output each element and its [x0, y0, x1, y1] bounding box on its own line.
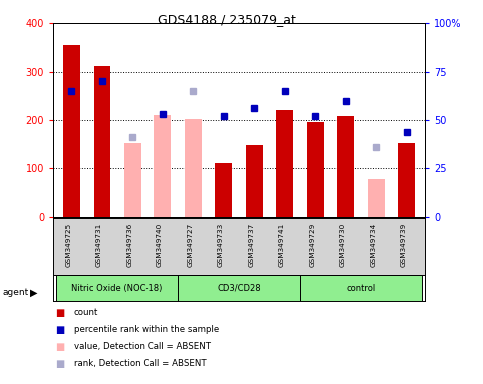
Bar [276, 110, 293, 217]
Bar [56, 275, 178, 301]
Text: CD3/CD28: CD3/CD28 [217, 284, 261, 293]
Text: GSM349737: GSM349737 [248, 222, 255, 266]
Bar [368, 179, 384, 217]
Bar [215, 163, 232, 217]
Text: GSM349740: GSM349740 [157, 222, 163, 266]
Text: GDS4188 / 235079_at: GDS4188 / 235079_at [158, 13, 296, 26]
Text: control: control [346, 284, 376, 293]
Text: percentile rank within the sample: percentile rank within the sample [74, 325, 219, 334]
Text: Nitric Oxide (NOC-18): Nitric Oxide (NOC-18) [71, 284, 163, 293]
Bar [124, 143, 141, 217]
Bar [155, 115, 171, 217]
Text: GSM349733: GSM349733 [218, 222, 224, 266]
Text: GSM349741: GSM349741 [279, 222, 285, 266]
Bar [185, 119, 202, 217]
Text: value, Detection Call = ABSENT: value, Detection Call = ABSENT [74, 342, 211, 351]
Bar [300, 275, 422, 301]
Text: GSM349739: GSM349739 [401, 222, 407, 266]
Bar [63, 45, 80, 217]
Text: ▶: ▶ [30, 288, 38, 298]
Text: GSM349731: GSM349731 [96, 222, 102, 266]
Text: GSM349729: GSM349729 [309, 222, 315, 266]
Bar [307, 122, 324, 217]
Text: GSM349727: GSM349727 [187, 222, 193, 266]
Text: count: count [74, 308, 98, 318]
Text: GSM349736: GSM349736 [127, 222, 132, 266]
Text: ■: ■ [56, 308, 65, 318]
Bar [338, 116, 354, 217]
Text: ■: ■ [56, 342, 65, 352]
Bar [246, 145, 263, 217]
Text: GSM349725: GSM349725 [65, 222, 71, 266]
Text: ■: ■ [56, 359, 65, 369]
Text: GSM349734: GSM349734 [370, 222, 376, 266]
Bar [178, 275, 300, 301]
Text: rank, Detection Call = ABSENT: rank, Detection Call = ABSENT [74, 359, 207, 368]
Text: ■: ■ [56, 325, 65, 335]
Text: GSM349730: GSM349730 [340, 222, 346, 266]
Bar [398, 143, 415, 217]
Bar [94, 66, 110, 217]
Text: agent: agent [2, 288, 28, 297]
